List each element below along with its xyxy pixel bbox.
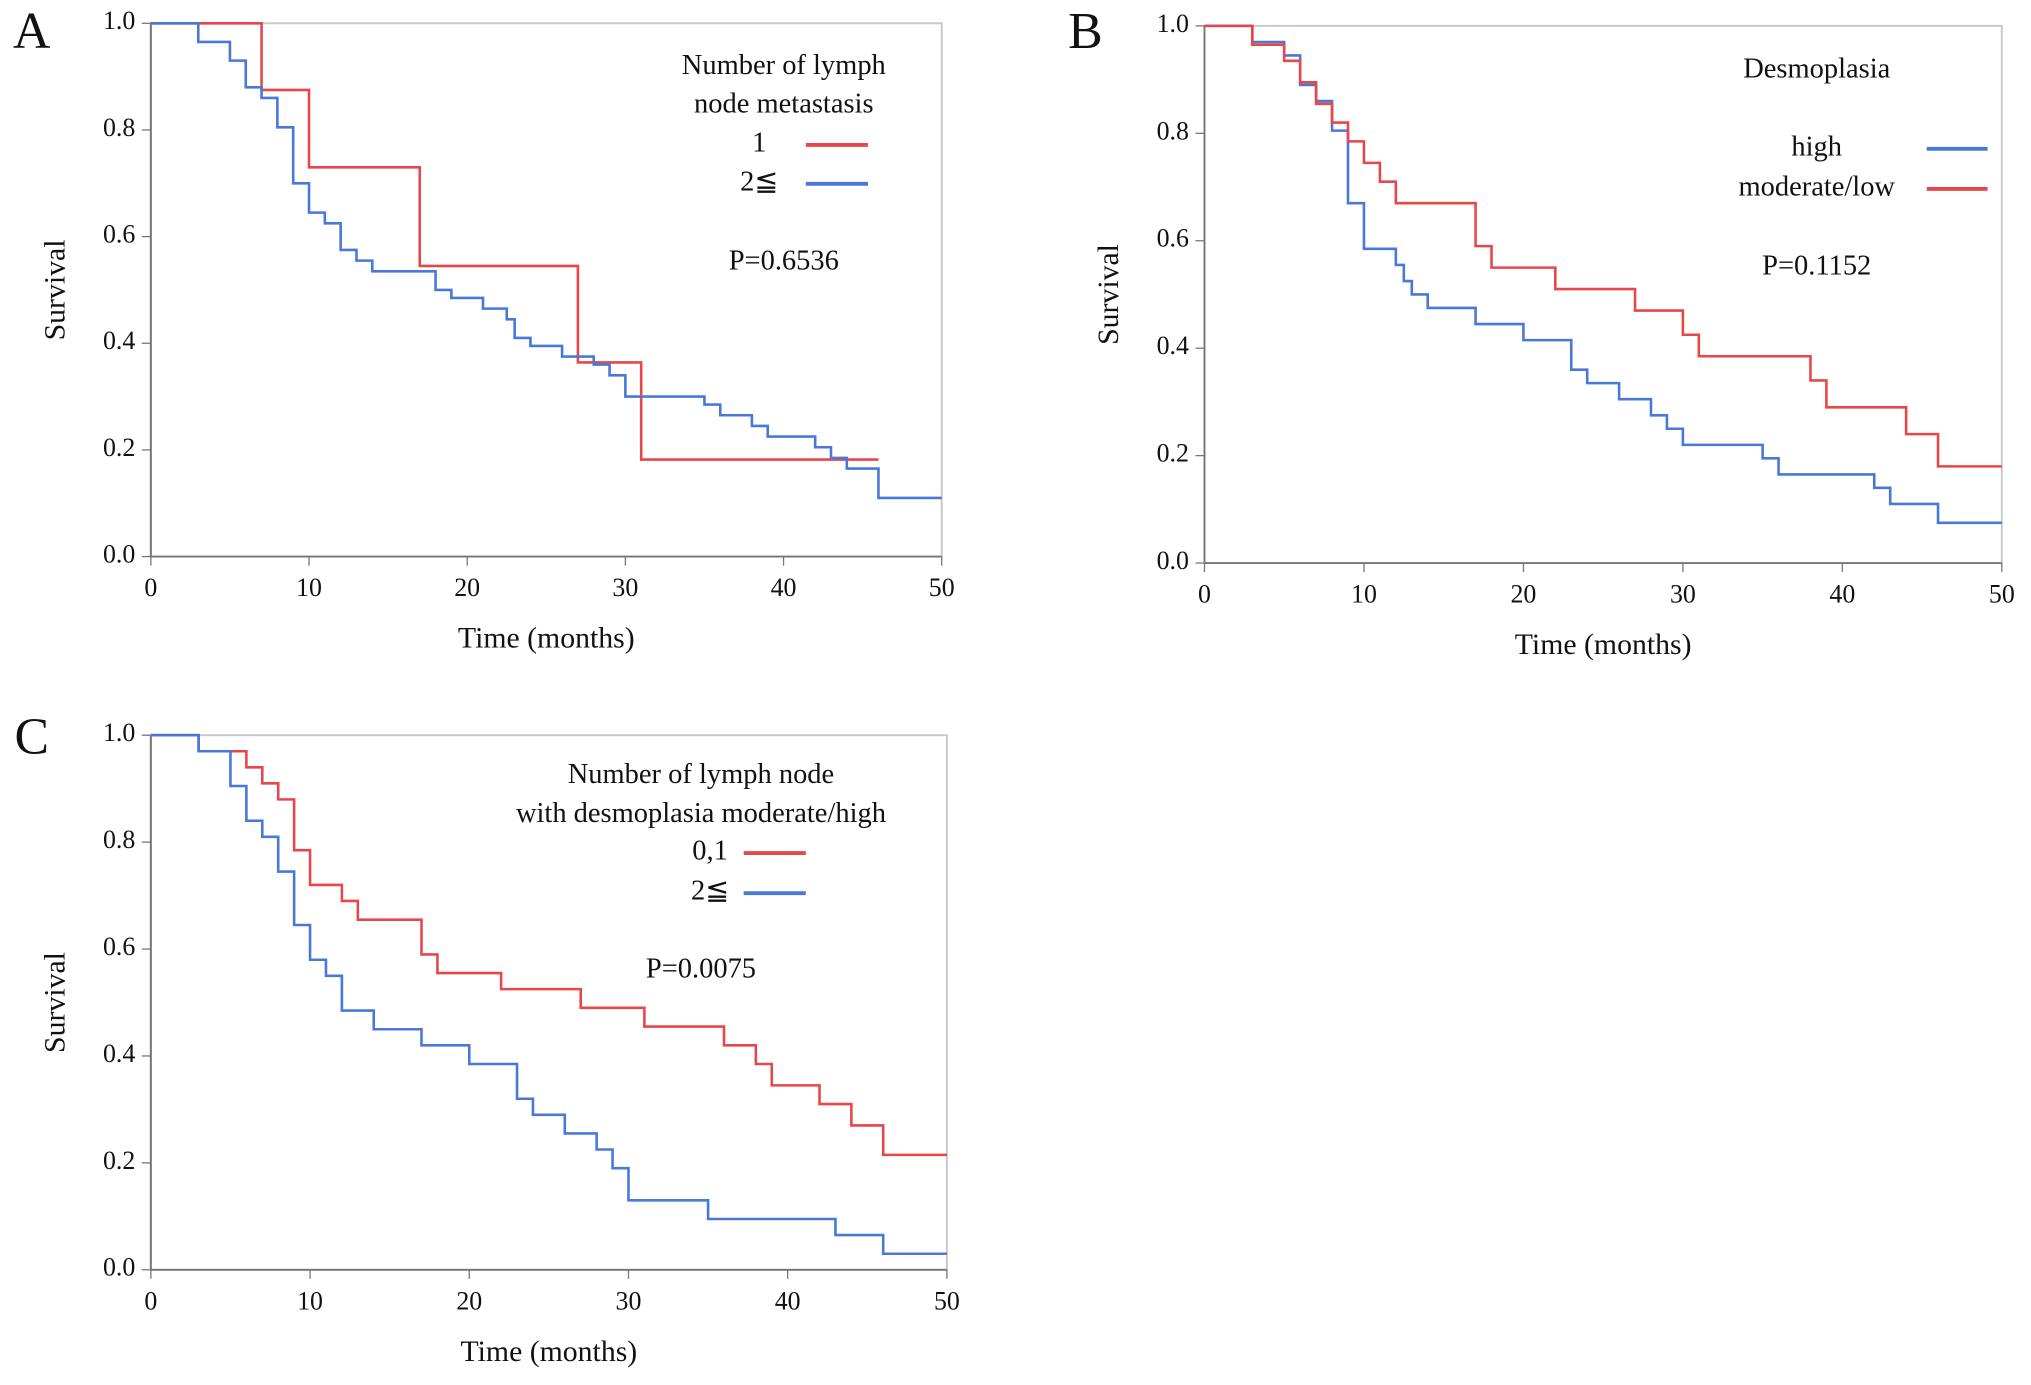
x-tick-label: 20	[454, 573, 480, 602]
x-tick-label: 0	[144, 573, 157, 602]
x-tick-label: 20	[1510, 580, 1536, 609]
y-tick-label: 0.0	[103, 540, 135, 569]
y-tick-label: 0.0	[103, 1253, 135, 1282]
x-tick-label: 10	[297, 1286, 323, 1315]
x-tick-label: 30	[616, 1286, 642, 1315]
y-axis-label: Survival	[38, 240, 71, 341]
x-tick-label: 20	[456, 1286, 482, 1315]
p-value: P=0.1152	[1762, 250, 1871, 281]
y-tick-label: 0.4	[103, 1039, 135, 1068]
legend-label: high	[1791, 131, 1842, 162]
x-tick-label: 40	[1829, 580, 1855, 609]
y-tick-label: 0.6	[103, 220, 135, 249]
y-tick-label: 0.8	[103, 113, 135, 142]
y-tick-label: 0.6	[1157, 224, 1189, 253]
survival-curve	[150, 22, 879, 461]
x-tick-label: 0	[144, 1286, 157, 1315]
x-axis-label: Time (months)	[1515, 628, 1692, 661]
y-tick-label: 0.2	[103, 1146, 135, 1175]
x-tick-label: 40	[771, 573, 797, 602]
legend-title: Number of lymph node	[568, 759, 834, 790]
survival-curve	[150, 22, 942, 500]
legend-title: Number of lymph	[682, 50, 886, 81]
x-tick-label: 50	[929, 573, 955, 602]
panel-label: C	[14, 709, 49, 766]
y-tick-label: 1.0	[103, 718, 135, 747]
y-tick-label: 0.4	[103, 326, 135, 355]
panel-label: A	[13, 3, 50, 60]
y-tick-label: 0.6	[103, 932, 135, 961]
y-tick-label: 1.0	[1157, 9, 1189, 38]
y-axis-label: Survival	[38, 952, 71, 1053]
legend-title: node metastasis	[694, 89, 873, 120]
legend-label: 1	[752, 128, 766, 159]
x-tick-label: 10	[1351, 580, 1377, 609]
legend-label: 2≦	[691, 876, 729, 907]
x-axis-label: Time (months)	[461, 1335, 638, 1368]
plot-frame	[1203, 24, 2003, 565]
y-tick-label: 0.8	[1157, 116, 1189, 145]
y-tick-label: 1.0	[103, 6, 135, 35]
survival-curve	[1204, 24, 2002, 525]
x-tick-label: 40	[775, 1286, 801, 1315]
x-axis-label: Time (months)	[458, 622, 635, 655]
y-axis-label: Survival	[1092, 244, 1125, 345]
y-tick-label: 0.4	[1157, 331, 1189, 360]
legend-label: 2≦	[740, 166, 778, 197]
x-tick-label: 0	[1198, 580, 1211, 609]
y-tick-label: 0.8	[103, 825, 135, 854]
legend-label: 0,1	[692, 836, 728, 867]
p-value: P=0.0075	[646, 953, 756, 984]
y-tick-label: 0.2	[103, 433, 135, 462]
survival-curve	[1204, 24, 2002, 468]
y-tick-label: 0.2	[1157, 439, 1189, 468]
x-tick-label: 10	[296, 573, 322, 602]
survival-curve	[150, 733, 947, 1256]
legend-title: with desmoplasia moderate/high	[516, 798, 886, 829]
p-value: P=0.6536	[729, 245, 839, 276]
legend-label: moderate/low	[1738, 172, 1895, 203]
y-tick-label: 0.0	[1157, 546, 1189, 575]
legend-title: Desmoplasia	[1743, 54, 1890, 85]
x-tick-label: 50	[934, 1286, 960, 1315]
x-tick-label: 50	[1989, 580, 2015, 609]
survival-curve	[150, 733, 947, 1157]
x-tick-label: 30	[1670, 580, 1696, 609]
x-tick-label: 30	[612, 573, 638, 602]
panel-label: B	[1068, 3, 1103, 60]
